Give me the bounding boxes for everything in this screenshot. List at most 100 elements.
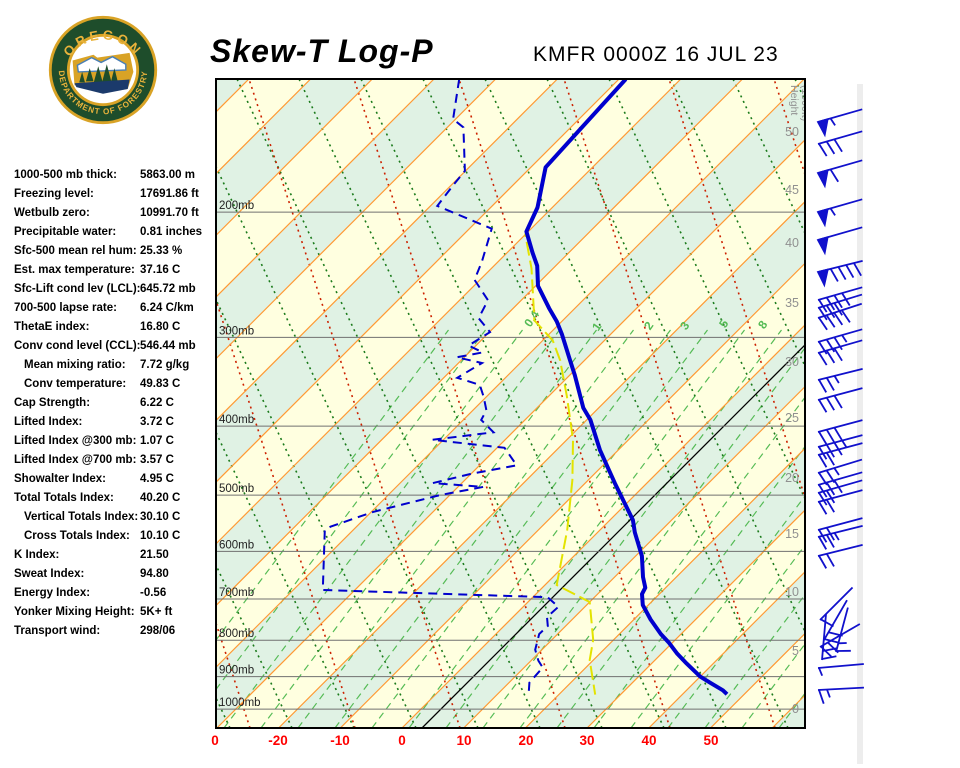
wind-barb [817,302,863,331]
wind-barb-half-feather [833,532,840,541]
wind-barb-half-feather [841,334,848,343]
wind-barb [816,259,863,288]
stat-row: Lifted Index @300 mb: 1.07 C [0,433,212,452]
isotherm-line [586,509,805,728]
temp-band [216,79,249,112]
wind-barb [817,328,863,355]
wind-barb-half-feather [829,117,836,126]
stat-label: Lifted Index: [14,416,83,428]
height-tick-label: 30 [785,355,799,369]
stat-row: Lifted Index @700 mb: 3.57 C [0,452,212,471]
pressure-label: 300mb [219,325,254,337]
wind-barb-feather [833,427,843,441]
wind-barb-pennant [816,235,829,256]
wind-barb-feather [825,141,836,155]
stat-value: 7.72 g/kg [140,359,190,371]
wind-barb-feather [829,168,839,183]
wind-barb-feather [820,645,832,658]
logo-scene [72,52,134,94]
isotherm-line [216,79,805,669]
temp-tick-label: 40 [641,733,656,748]
stat-label: Lifted Index @700 mb: [14,454,137,466]
wind-barb [817,339,863,366]
isotherm-line [648,570,805,728]
wind-barb-staff [817,442,863,456]
stat-row: Transport wind: 298/06 [0,623,212,642]
wind-barb-feather [825,499,835,513]
isotherm-line [216,79,373,237]
wind-barb-feather [818,307,828,321]
wind-barb-half-feather [818,667,824,677]
wind-barb-feather [825,490,836,504]
stat-row: Lifted Index: 3.72 C [0,414,212,433]
isotherm-line [216,79,250,113]
wind-barb-staff [817,293,863,309]
temp-tick-label: 0 [211,733,219,748]
wind-barb-feather [825,534,835,548]
stat-label: Conv temperature: [24,378,127,390]
stat-row: Sfc-Lift cond lev (LCL): 645.72 mb [0,281,212,300]
mixing-ratio-line [408,329,708,728]
stat-value: 21.50 [140,549,169,561]
wind-barb-half-feather [841,440,848,449]
wind-barb [817,130,863,157]
wind-barb-pennant [816,207,829,228]
mixing-ratio-line [216,329,449,641]
stat-value: 298/06 [140,625,176,637]
pressure-label: 400mb [219,414,254,426]
wind-barb-feather [820,618,834,628]
pressure-label: 500mb [219,483,254,495]
wind-barb [817,419,863,445]
pressure-label: 200mb [219,200,254,212]
stat-value: 16.80 C [140,321,181,333]
wind-barb-feather [818,317,828,331]
stat-row: Cross Totals Index: 10.10 C [0,528,212,547]
pressure-label: 800mb [219,628,254,640]
wind-barb-half-feather [833,467,840,476]
stat-value: 40.20 C [140,492,181,504]
stat-row: Total Totals Index: 40.20 C [0,490,212,509]
stat-label: Energy Index: [14,587,91,599]
wind-barb-feather [818,352,828,366]
temp-tick-label: 10 [456,733,471,748]
wind-barb-feather [818,379,828,393]
isotherm-line [0,79,187,728]
wind-barb-staff [817,367,863,381]
wind-barb-feather [818,341,828,355]
wind-barb [817,479,863,506]
wind-barb [816,108,863,138]
wind-barb [817,442,863,468]
pressure-label: 700mb [219,587,254,599]
stat-row: Yonker Mixing Height: 5K+ ft [0,604,212,623]
wind-barb [817,387,863,413]
wind-barb [817,686,864,705]
temp-tick-label: -20 [268,733,288,748]
stat-label: Cross Totals Index: [24,530,130,542]
stat-row: Sweat Index: 94.80 [0,566,212,585]
stat-value: 94.80 [140,568,169,580]
wind-barb-feather [825,553,835,567]
temp-tick-label: 50 [703,733,718,748]
height-tick-label: 35 [785,296,799,310]
wind-barb-staff [817,479,863,494]
stat-value: -0.56 [140,587,167,599]
stat-row: Sfc-500 mean rel hum: 25.33 % [0,243,212,262]
stat-value: 4.95 C [140,473,174,485]
wind-barb-feather [818,536,828,550]
isotherm-line [401,324,805,728]
stat-value: 30.10 C [140,511,181,523]
stat-label: Showalter Index: [14,473,107,485]
wind-barb-feather [845,264,855,279]
stat-row: 1000-500 mb thick: 5863.00 m [0,167,212,186]
dry-adiabat-line [216,696,231,728]
stat-value: 25.33 % [140,245,183,257]
mixing-ratio-line [519,346,805,728]
height-axis-title: (1000ft) [799,85,811,121]
wind-barb-feather [818,492,828,506]
temp-tick-label: 30 [579,733,594,748]
stat-row: Mean mixing ratio: 7.72 g/kg [0,357,212,376]
wind-barb-feather [818,399,828,413]
stat-value: 37.16 C [140,264,181,276]
height-tick-label: 25 [785,411,799,425]
wind-barb-staff [817,543,863,557]
